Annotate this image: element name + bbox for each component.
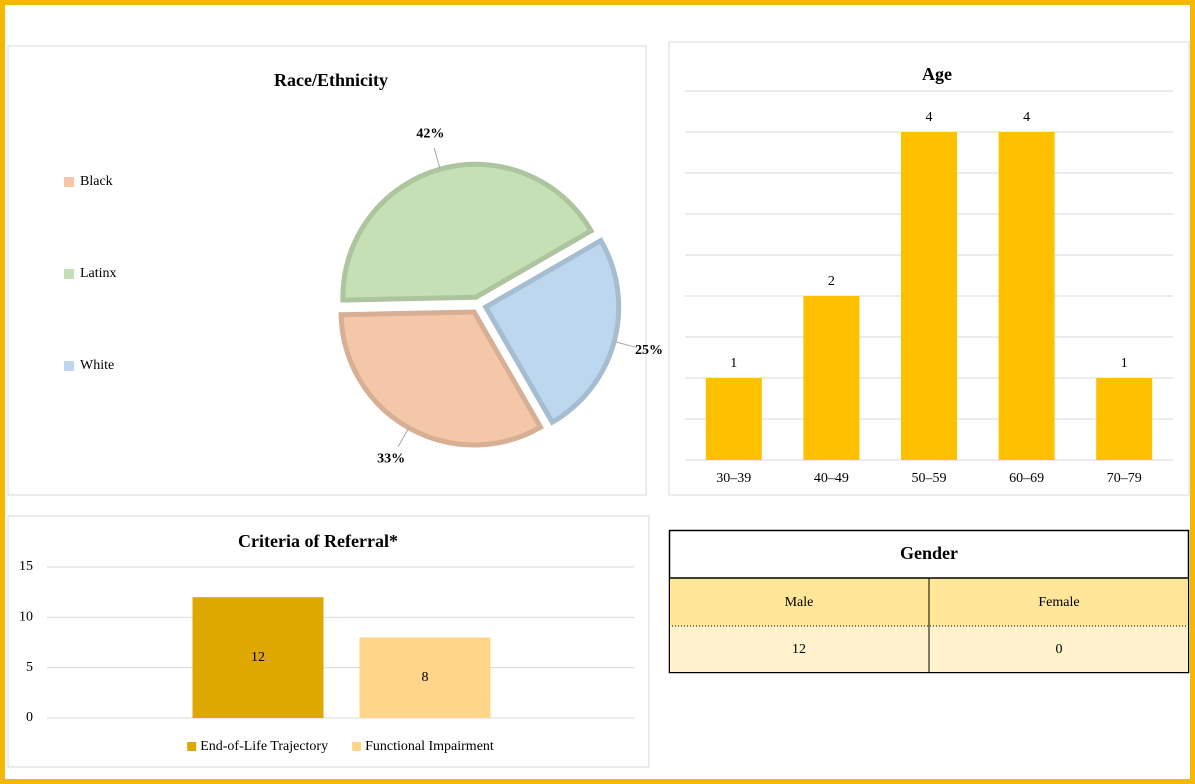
legend-label: White [80, 358, 114, 373]
pie-slice [340, 161, 595, 303]
x-tick-label: 30–39 [716, 471, 751, 486]
column-header: Female [1038, 595, 1079, 610]
legend-label: Latinx [80, 266, 117, 281]
data-label: 1 [1121, 356, 1128, 371]
age-chart: Age 1 30–39 2 40–49 4 50–59 4 60–69 1 70–79 [685, 64, 1173, 486]
bar [901, 132, 957, 460]
x-tick-label: 40–49 [814, 471, 849, 486]
legend-swatch [187, 742, 197, 751]
data-label: 2 [828, 274, 835, 289]
leader-line [614, 341, 636, 348]
table-title: Gender [900, 543, 958, 563]
bar [359, 637, 491, 718]
legend-swatch [352, 742, 362, 751]
x-tick-label: 50–59 [912, 471, 947, 486]
data-label: 25% [635, 343, 663, 358]
x-tick-label: 70–79 [1107, 471, 1142, 486]
data-label: 1 [730, 356, 737, 371]
pie-panel [7, 45, 647, 496]
table-cell: 12 [792, 642, 806, 657]
y-tick-label: 5 [26, 660, 33, 675]
legend-swatch [64, 269, 74, 279]
chart-title: Criteria of Referral* [238, 531, 398, 551]
data-label: 12 [251, 650, 265, 665]
legend-label: Black [80, 174, 113, 189]
bar [803, 296, 860, 460]
criteria-panel [7, 515, 650, 768]
data-label: 33% [377, 451, 405, 466]
leader-line [397, 427, 410, 448]
y-tick-label: 0 [26, 710, 33, 725]
legend-label: Functional Impairment [365, 739, 494, 754]
legend-swatch [64, 361, 74, 371]
data-label: 8 [422, 670, 429, 685]
bar [1096, 378, 1153, 460]
table-cell: 0 [1056, 642, 1063, 657]
chart-title: Race/Ethnicity [274, 70, 388, 90]
column-header: Male [785, 595, 814, 610]
bar [998, 132, 1055, 460]
pie-slice [482, 237, 622, 426]
data-label: 42% [416, 127, 444, 142]
y-tick-label: 10 [19, 610, 33, 625]
data-label: 4 [926, 110, 933, 125]
leader-line [433, 147, 441, 170]
x-tick-label: 60–69 [1009, 471, 1044, 486]
pie-chart: Race/Ethnicity 33% Black 42% Latinx 25% White [64, 70, 663, 466]
legend-label: End-of-Life Trajectory [200, 739, 328, 754]
pie-slice [338, 309, 544, 448]
criteria-chart: Criteria of Referral* 0 5 10 15 12 8 End-of-Li… [19, 531, 634, 754]
y-tick-label: 15 [19, 559, 33, 574]
bar [192, 597, 324, 718]
legend-swatch [64, 177, 74, 187]
data-label: 4 [1023, 110, 1030, 125]
bar [705, 378, 762, 460]
gender-table: Gender Male Female 12 0 [668, 529, 1190, 674]
chart-title: Age [922, 64, 952, 84]
